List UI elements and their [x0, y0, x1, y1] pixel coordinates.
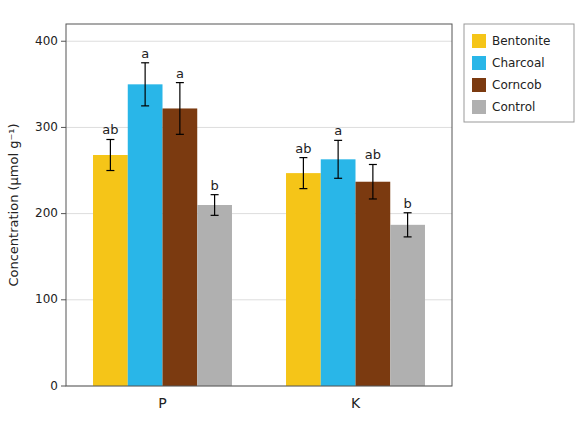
letter-label: ab [295, 141, 311, 156]
error-cap [299, 157, 307, 158]
error-cap [106, 139, 114, 140]
letter-label: b [210, 178, 218, 193]
grid-line [66, 127, 452, 128]
error-cap [211, 215, 219, 216]
error-bar [334, 140, 342, 178]
y-tick [61, 386, 66, 387]
grid [66, 41, 452, 386]
error-bar [369, 164, 377, 198]
y-tick-label: 300 [35, 120, 58, 134]
legend: Bentonite Charcoal Corncob Control [464, 24, 574, 122]
y-axis: 0 100 200 300 400 [35, 34, 66, 393]
bars [93, 84, 425, 386]
bar [390, 225, 425, 386]
error-bar [106, 139, 114, 170]
y-tick-label: 400 [35, 34, 58, 48]
bar [197, 205, 232, 386]
legend-label: Bentonite [492, 34, 550, 48]
error-cap [106, 170, 114, 171]
letter-label: ab [365, 147, 381, 162]
error-cap [176, 82, 184, 83]
error-cap [404, 212, 412, 213]
error-stem [145, 63, 146, 106]
error-cap [404, 236, 412, 237]
error-cap [369, 198, 377, 199]
legend-swatch [472, 34, 486, 48]
legend-box [464, 24, 574, 122]
error-stem [110, 139, 111, 170]
y-tick [61, 41, 66, 42]
bar [128, 84, 163, 386]
y-tick [61, 299, 66, 300]
y-axis-label: Concentration (μmol g⁻¹) [6, 123, 21, 286]
error-stem [179, 83, 180, 135]
legend-label: Corncob [492, 78, 542, 92]
error-bar [141, 63, 149, 106]
bar [163, 108, 198, 386]
legend-label: Charcoal [492, 56, 545, 70]
letter-label: a [176, 66, 184, 81]
grid-line [66, 41, 452, 42]
error-bars [106, 63, 411, 237]
error-cap [334, 178, 342, 179]
x-tick-label: P [158, 395, 166, 411]
legend-swatch [472, 100, 486, 114]
letter-label: b [403, 196, 411, 211]
error-cap [141, 105, 149, 106]
error-cap [334, 140, 342, 141]
error-bar [299, 158, 307, 189]
legend-swatch [472, 78, 486, 92]
x-tick-label: K [351, 395, 361, 411]
error-cap [299, 188, 307, 189]
error-stem [338, 140, 339, 178]
y-tick-label: 200 [35, 206, 58, 220]
letters: ab ab a a a ab b b [102, 46, 411, 211]
y-tick-label: 0 [50, 379, 58, 393]
bar [93, 155, 128, 386]
error-cap [369, 164, 377, 165]
error-stem [303, 158, 304, 189]
letter-label: ab [102, 122, 118, 137]
y-tick-label: 100 [35, 292, 58, 306]
error-bar [176, 83, 184, 135]
chart-container: 0100200300400ababaaaabbbPKConcentration … [0, 0, 580, 426]
legend-swatch [472, 56, 486, 70]
letter-label: a [141, 46, 149, 61]
y-tick [61, 127, 66, 128]
bar [286, 173, 321, 386]
legend-label: Control [492, 100, 535, 114]
error-stem [372, 164, 373, 198]
letter-label: a [334, 123, 342, 138]
error-cap [211, 194, 219, 195]
error-bar [211, 195, 219, 216]
error-cap [141, 62, 149, 63]
x-axis: PK [158, 395, 361, 411]
y-tick [61, 213, 66, 214]
bar [321, 159, 356, 386]
error-bar [404, 213, 412, 237]
plot-frame [66, 24, 452, 386]
chart-svg: 0100200300400ababaaaabbbPKConcentration … [0, 0, 580, 426]
error-stem [407, 213, 408, 237]
error-stem [214, 195, 215, 216]
error-cap [176, 134, 184, 135]
bar [356, 182, 391, 386]
